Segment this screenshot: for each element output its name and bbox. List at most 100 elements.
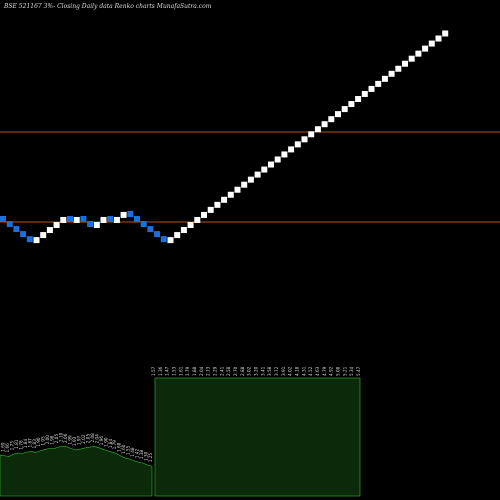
up-brick <box>221 196 228 203</box>
volume-label: 1.78 <box>18 440 23 450</box>
volume-block-label: 2.04 <box>199 366 204 376</box>
volume-block-label: 4.79 <box>322 366 327 376</box>
up-brick <box>341 106 348 113</box>
volume-label: 2.00 <box>45 435 50 445</box>
volume-block-label: 2.70 <box>233 366 238 376</box>
up-brick <box>207 206 214 213</box>
up-brick <box>375 80 382 87</box>
up-brick <box>308 131 315 138</box>
down-brick <box>154 231 161 238</box>
up-brick <box>408 55 415 62</box>
down-brick <box>20 231 27 238</box>
down-brick <box>80 216 87 222</box>
volume-block-label: 3.20 <box>254 366 259 376</box>
down-brick <box>0 216 6 222</box>
volume-block-label: 4.92 <box>329 366 334 376</box>
volume-block-label: 1.53 <box>172 366 177 376</box>
up-brick <box>261 166 268 173</box>
up-brick <box>46 227 53 234</box>
up-brick <box>281 151 288 158</box>
volume-block-label: 1.88 <box>192 366 197 376</box>
up-brick <box>100 216 107 223</box>
volume-label: 1.87 <box>27 438 32 448</box>
up-brick <box>187 222 194 228</box>
volume-block-label: 4.18 <box>295 366 300 376</box>
up-brick <box>174 232 181 239</box>
up-brick <box>288 146 295 153</box>
up-brick <box>388 70 395 77</box>
volume-block-label: 3.02 <box>247 366 252 376</box>
volume-label: 1.97 <box>76 435 81 445</box>
volume-block-label: 2.13 <box>206 366 211 376</box>
up-brick <box>60 216 67 223</box>
volume-block-label: 2.58 <box>226 366 231 376</box>
down-brick <box>26 236 33 243</box>
volume-block-label: 5.08 <box>336 366 341 376</box>
up-brick <box>227 191 234 198</box>
volume-label: 2.10 <box>59 432 64 442</box>
volume-label: 1.72 <box>0 441 1 451</box>
chart-title: BSE 521167 3%- Closing Daily data Renko … <box>3 3 212 10</box>
volume-label: 1.90 <box>103 437 108 447</box>
volume-block-label: 3.41 <box>260 366 265 376</box>
volume-block-label: 1.47 <box>165 366 170 376</box>
down-brick <box>67 216 73 222</box>
up-brick <box>73 216 80 223</box>
volume-block-label: 1.57 <box>151 366 156 376</box>
down-brick <box>127 210 134 217</box>
volume-label: 1.98 <box>50 435 55 445</box>
volume-label: 1.99 <box>68 435 73 445</box>
volume-block <box>154 377 361 497</box>
volume-block-label: 2.88 <box>240 366 245 376</box>
volume-block-label: 3.91 <box>281 366 286 376</box>
volume-label: 1.90 <box>36 437 41 447</box>
up-brick <box>93 222 100 228</box>
volume-label: 1.84 <box>108 439 113 449</box>
volume-label: 1.60 <box>121 444 126 454</box>
up-brick <box>402 60 408 67</box>
volume-area <box>0 445 153 497</box>
renko-bricks <box>0 30 449 244</box>
up-brick <box>274 156 281 163</box>
up-brick <box>442 30 449 37</box>
volume-block-label: 4.52 <box>308 366 313 376</box>
up-brick <box>422 45 429 52</box>
volume-label: 2.05 <box>85 434 90 444</box>
volume-label: 1.84 <box>23 439 28 449</box>
down-brick <box>13 226 20 233</box>
volume-label: 1.96 <box>99 436 104 446</box>
up-brick <box>247 176 254 183</box>
up-brick <box>167 237 174 244</box>
volume-block-label: 5.21 <box>342 366 347 376</box>
down-brick <box>160 236 167 243</box>
up-brick <box>361 90 368 97</box>
volume-label: 1.30 <box>144 451 149 461</box>
volume-block-label: 5.34 <box>349 366 354 376</box>
volume-block-label: 3.72 <box>274 366 279 376</box>
volume-label: 2.02 <box>81 434 86 444</box>
down-brick <box>147 226 154 233</box>
up-brick <box>214 201 221 208</box>
up-brick <box>120 211 127 218</box>
volume-block-label: 2.41 <box>219 366 224 376</box>
volume-label: 1.38 <box>139 449 144 459</box>
volume-block-label: 1.79 <box>185 366 190 376</box>
volume-block-label: 1.36 <box>158 366 163 376</box>
up-brick <box>301 136 308 143</box>
up-brick <box>241 181 248 188</box>
volume-block-label: 2.29 <box>213 366 218 376</box>
up-brick <box>53 222 60 228</box>
volume-panel: 1.721.691.661.751.811.781.841.871.831.90… <box>0 366 361 497</box>
down-brick <box>134 216 140 222</box>
up-brick <box>33 237 40 244</box>
volume-label: 1.93 <box>72 436 77 446</box>
up-brick <box>254 171 261 178</box>
volume-label: 2.05 <box>54 434 59 444</box>
up-brick <box>180 227 187 234</box>
up-brick <box>355 96 362 102</box>
volume-block-label: 4.31 <box>301 366 306 376</box>
up-brick <box>348 101 355 108</box>
up-brick <box>381 75 388 82</box>
volume-label: 2.04 <box>94 434 99 444</box>
volume-label: 2.08 <box>90 433 95 443</box>
